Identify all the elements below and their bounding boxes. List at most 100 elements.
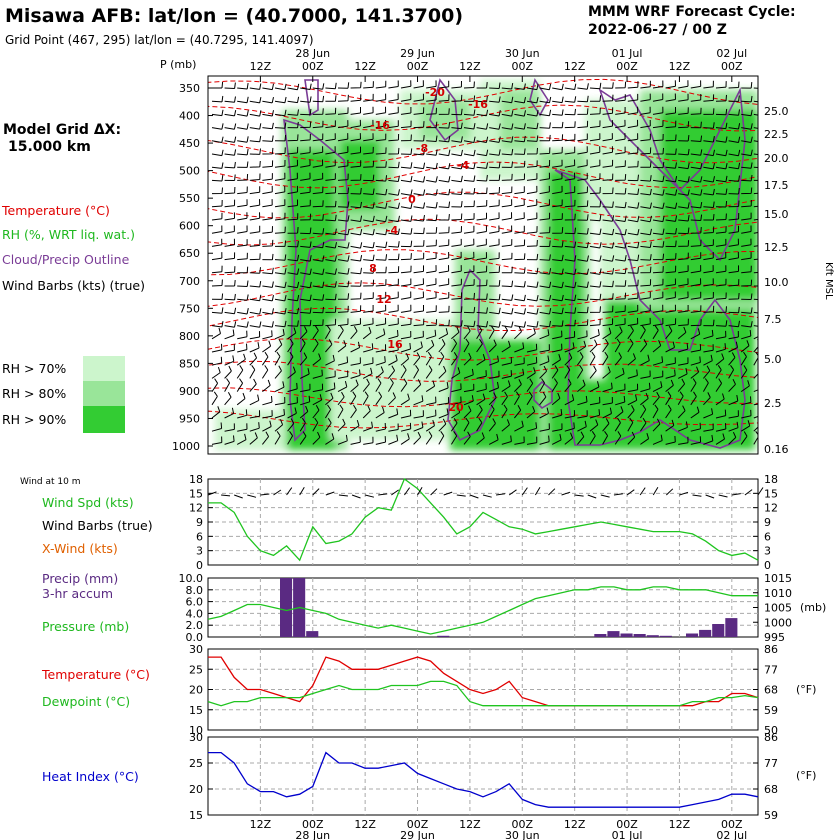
wind-barb — [514, 379, 522, 392]
legend-rh90-swatch — [83, 406, 125, 433]
wind-barb — [350, 94, 362, 102]
wind-barb — [363, 279, 375, 287]
wind-barb — [312, 241, 325, 249]
wind-barb — [627, 133, 639, 142]
y-tick: 8.0 — [186, 584, 204, 597]
wind-barb — [665, 304, 676, 313]
wind-barb — [753, 166, 758, 168]
wind-barb — [715, 108, 728, 116]
wind-barb — [363, 146, 374, 155]
wind-barb — [614, 367, 625, 379]
wind-barb — [249, 135, 262, 143]
wind-barb — [703, 162, 715, 170]
isotherm — [208, 249, 758, 276]
wind-barb — [224, 161, 236, 169]
wind-barb — [728, 421, 739, 432]
wind-barb — [488, 404, 495, 419]
wind-barb — [261, 351, 269, 366]
wind-barb — [224, 307, 237, 315]
wind-barb — [665, 189, 678, 196]
precip-pressure-panel: Precip (mm) 3-hr accum Pressure (mb) 10.… — [42, 571, 826, 644]
wind-barb — [451, 80, 462, 89]
wind-barb — [564, 319, 576, 327]
wind-barb — [627, 241, 640, 249]
wind-barb — [614, 406, 624, 419]
wind-barb — [262, 135, 274, 142]
wind-barb — [627, 202, 640, 209]
wind-barb — [552, 172, 563, 181]
wind-barb — [312, 214, 324, 221]
wind-barb — [741, 293, 753, 300]
wind-barb — [476, 307, 488, 314]
wind-barb — [451, 367, 461, 379]
wind-barb — [224, 391, 232, 406]
wind-barb — [274, 381, 285, 393]
height-tick: 10.0 — [764, 276, 789, 289]
wind-barb — [526, 135, 539, 142]
wind-barb — [728, 136, 741, 143]
bottom-hour-tick: 12Z — [354, 818, 376, 831]
wind-barb — [476, 325, 483, 340]
wind-barb — [451, 175, 463, 183]
wind-barb — [476, 109, 489, 117]
wind-barb — [362, 326, 372, 340]
wind-barb — [564, 422, 575, 432]
wind-barb — [602, 94, 614, 102]
wind-barb — [652, 291, 664, 300]
wind-barb — [274, 419, 284, 432]
wind-barb — [552, 213, 563, 221]
wind-barb — [211, 343, 223, 353]
wind-barb — [640, 202, 652, 209]
wind-barb — [678, 202, 690, 209]
surface-wind-barb — [718, 494, 728, 498]
wind-barb — [488, 433, 499, 445]
wind-barb — [590, 95, 602, 102]
top-hour-tick: 00Z — [302, 60, 324, 73]
wind-barb — [652, 161, 665, 169]
wind-barb — [413, 202, 426, 209]
wind-barb — [237, 136, 249, 143]
wind-barb — [262, 147, 274, 155]
wind-barb — [715, 292, 727, 300]
wind-barb — [350, 341, 361, 353]
wind-barb — [715, 306, 727, 313]
wind-barb — [363, 317, 374, 327]
wind-barb — [690, 278, 702, 287]
precip-accum-legend: 3-hr accum — [42, 586, 113, 601]
wind-barb — [614, 417, 621, 432]
wind-barb — [299, 338, 306, 353]
wind-barb — [363, 343, 374, 353]
wind-barb — [589, 214, 602, 222]
wind-barb — [728, 341, 738, 353]
wind-barb — [589, 318, 601, 327]
wind-barb — [262, 330, 273, 340]
wind-barb — [703, 251, 714, 261]
wind-barb — [476, 238, 487, 247]
isotherm — [208, 78, 758, 105]
wind-barb — [627, 146, 639, 155]
wind-barb — [501, 148, 514, 156]
pressure-tick: 800 — [179, 330, 200, 343]
wind-barb — [677, 405, 686, 419]
wind-barb — [325, 318, 337, 327]
wind-barb — [539, 212, 551, 221]
wind-barb — [324, 325, 331, 340]
wind-barb — [652, 189, 665, 196]
wind-barb — [715, 175, 728, 183]
wind-barb — [476, 95, 488, 103]
temperature-contour-label: 16 — [387, 338, 403, 351]
y2-tick: 1015 — [764, 572, 792, 585]
wind-barb — [741, 174, 753, 182]
wind-barb — [262, 212, 273, 221]
wind-barb — [501, 161, 513, 168]
wind-barb — [224, 378, 231, 392]
wind-barb — [325, 173, 336, 181]
top-hour-tick: 12Z — [354, 60, 376, 73]
y2-tick: 12 — [764, 502, 778, 515]
wind-barb — [438, 397, 450, 406]
wind-barb — [300, 186, 311, 195]
wind-barb — [375, 161, 387, 168]
surface-wind-barb — [417, 487, 423, 496]
wind-barb — [262, 253, 274, 261]
y-tick: 0 — [196, 559, 203, 572]
